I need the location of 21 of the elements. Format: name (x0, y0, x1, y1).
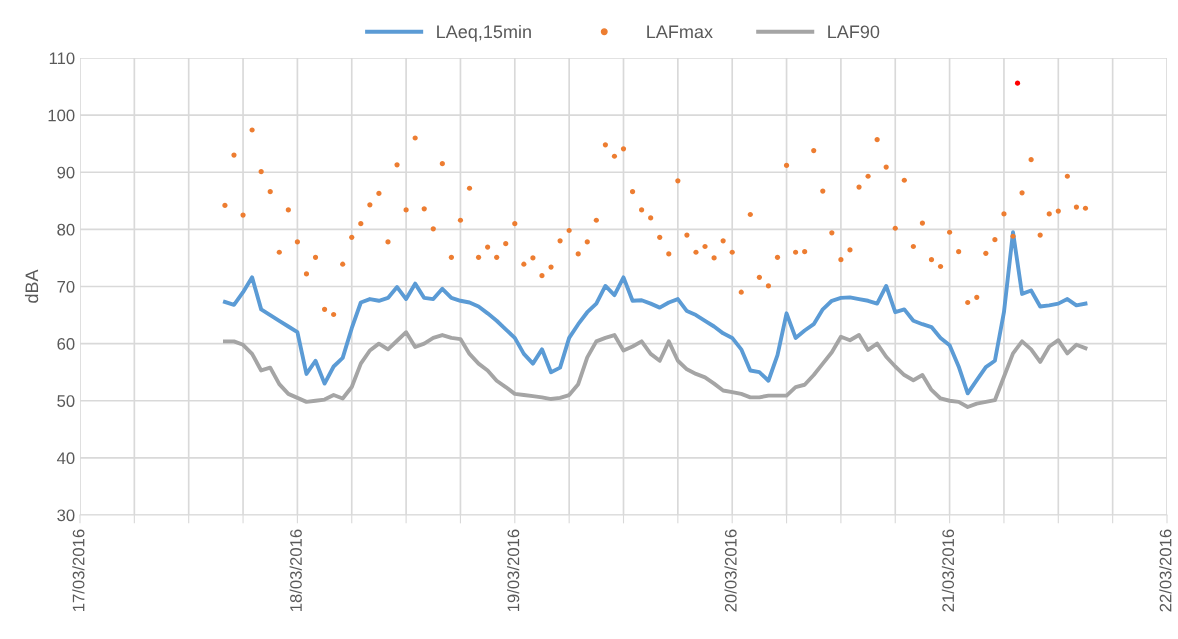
y-tick-label: 90 (57, 166, 75, 179)
x-tick-label: 17/03/2016 (72, 529, 85, 612)
x-tick-label: 18/03/2016 (289, 529, 302, 612)
line-series (222, 230, 1088, 396)
y-tick-label: 30 (57, 509, 75, 522)
legend-label: LAeq,15min (437, 24, 531, 42)
legend-label: LAF90 (828, 25, 880, 39)
x-tick-label: 21/03/2016 (941, 529, 955, 612)
legend-label: LAFmax (647, 25, 713, 39)
x-tick-label: 20/03/2016 (724, 529, 737, 612)
y-tick-label: 80 (57, 223, 75, 236)
x-tick-label: 22/03/2016 (1159, 529, 1172, 612)
y-tick-label: 100 (48, 109, 75, 122)
y-axis-title: dBA (24, 269, 39, 303)
y-tick-label: 50 (57, 395, 75, 407)
y-tick-label: 70 (57, 280, 75, 293)
x-tick-label: 19/03/2016 (507, 529, 520, 612)
line-series (222, 330, 1088, 409)
y-tick-label: 60 (57, 338, 75, 350)
y-tick-label: 40 (56, 452, 75, 465)
y-tick-label: 110 (49, 52, 75, 65)
